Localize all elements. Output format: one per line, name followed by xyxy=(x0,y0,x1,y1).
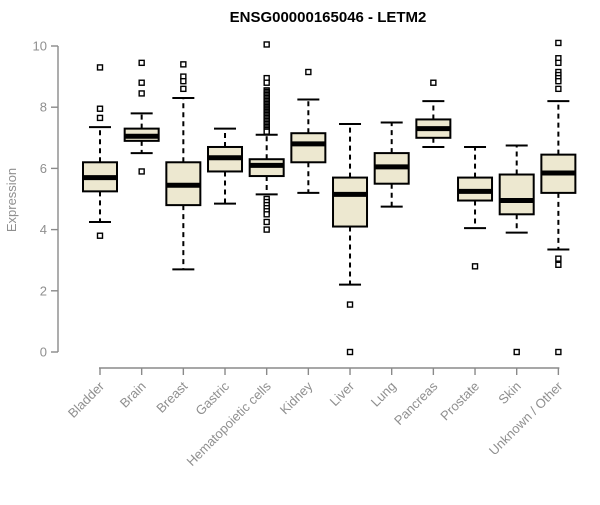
outlier-point xyxy=(555,348,562,356)
outlier-point xyxy=(305,68,312,76)
boxplot-unknown-other xyxy=(540,39,577,356)
iqr-box xyxy=(332,176,369,228)
boxplot-skin xyxy=(498,144,535,356)
outlier-point xyxy=(138,168,145,175)
outlier-point xyxy=(96,64,104,71)
y-tick-label: 6 xyxy=(40,161,47,176)
boxplot-liver xyxy=(332,123,369,356)
outlier-point xyxy=(180,77,187,85)
boxplot-breast xyxy=(165,61,202,271)
boxplot-kidney xyxy=(290,68,327,194)
outlier-point xyxy=(263,79,270,86)
outlier-point xyxy=(96,232,104,239)
outlier-point xyxy=(180,85,187,93)
x-category-label: Kidney xyxy=(277,378,316,417)
outlier-point xyxy=(346,348,354,356)
boxplot-bladder xyxy=(82,64,118,239)
y-tick-label: 2 xyxy=(40,283,47,298)
chart-title: ENSG00000165046 - LETM2 xyxy=(230,9,427,26)
x-category-label: Prostate xyxy=(437,379,482,424)
iqr-box xyxy=(498,173,535,216)
outlier-point xyxy=(138,79,145,86)
box-series xyxy=(82,39,577,356)
y-tick-label: 10 xyxy=(33,39,47,54)
boxplot-brain xyxy=(123,59,160,175)
x-category-label: Bladder xyxy=(65,378,108,421)
boxplot-gastric xyxy=(207,127,244,205)
outlier-point xyxy=(263,41,270,48)
x-category-label: Unknown / Other xyxy=(486,378,566,458)
outlier-point xyxy=(513,348,520,356)
boxplot-prostate xyxy=(457,145,494,270)
x-category-label: Lung xyxy=(368,379,399,410)
outlier-point xyxy=(555,261,562,268)
outlier-point xyxy=(263,128,270,135)
boxplot-lung xyxy=(373,121,410,208)
outlier-point xyxy=(430,79,437,86)
outlier-point xyxy=(346,301,354,308)
outlier-point xyxy=(263,218,270,226)
outlier-point xyxy=(555,77,562,85)
x-category-label: Skin xyxy=(495,379,523,407)
y-tick-label: 8 xyxy=(40,100,47,115)
boxplot-pancreas xyxy=(415,79,452,148)
outlier-point xyxy=(263,226,270,233)
x-category-label: Liver xyxy=(327,378,358,409)
x-category-label: Gastric xyxy=(192,378,232,418)
y-tick-label: 4 xyxy=(40,222,47,237)
outlier-point xyxy=(555,59,562,67)
outlier-point xyxy=(555,39,562,47)
iqr-box xyxy=(290,132,327,164)
outlier-point xyxy=(138,90,145,97)
outlier-point xyxy=(96,114,104,122)
outlier-point xyxy=(96,105,104,112)
x-category-label: Pancreas xyxy=(391,378,441,428)
x-category-label: Breast xyxy=(153,378,190,415)
outlier-point xyxy=(471,263,479,270)
boxplot-hematopoietic-cells xyxy=(248,41,285,233)
x-category-label: Brain xyxy=(117,379,149,411)
outlier-point xyxy=(555,255,562,262)
outlier-point xyxy=(263,211,270,218)
outlier-point xyxy=(180,61,187,68)
outlier-point xyxy=(138,59,145,67)
y-axis-title: Expression xyxy=(4,168,19,232)
outlier-point xyxy=(555,85,562,93)
y-tick-label: 0 xyxy=(40,345,47,360)
